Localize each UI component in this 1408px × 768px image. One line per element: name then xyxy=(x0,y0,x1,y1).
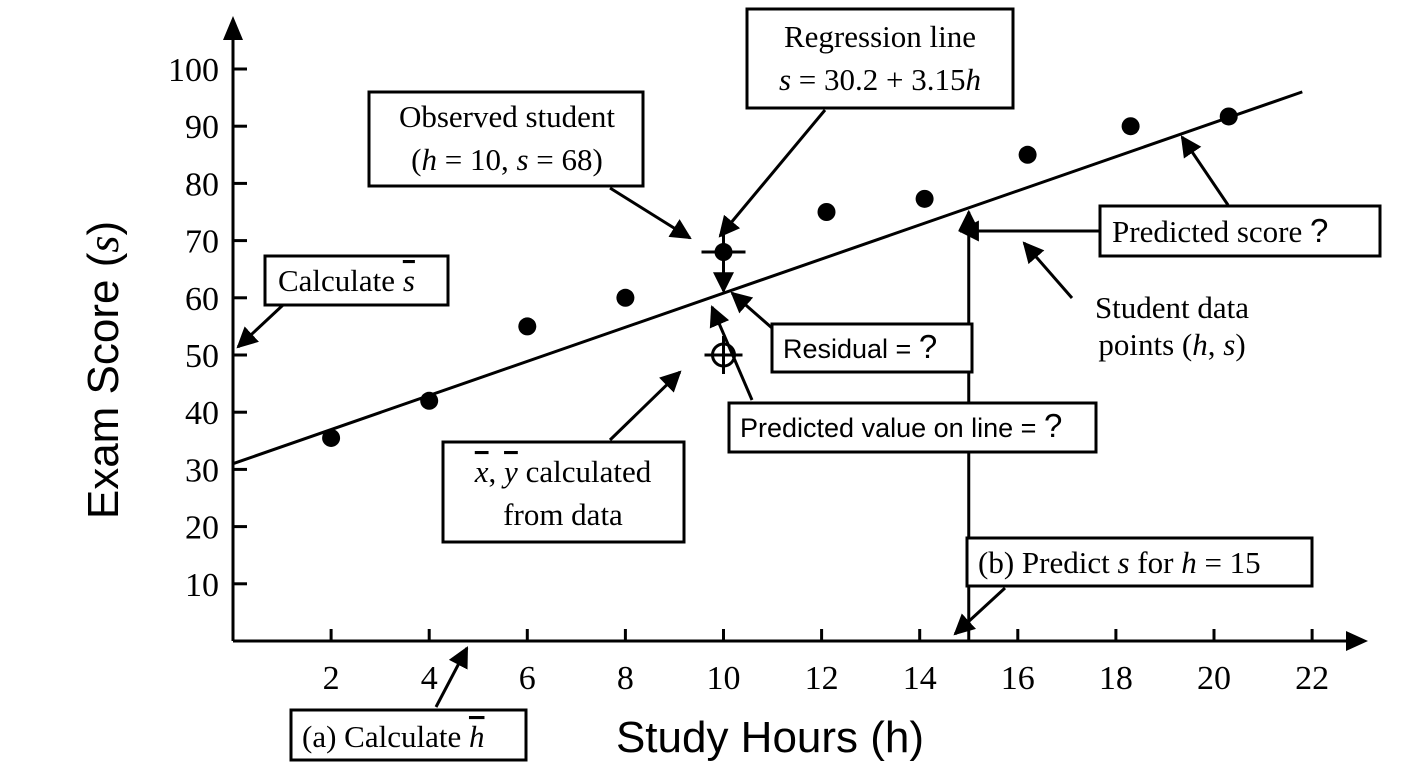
mean-xy-line2: from data xyxy=(503,497,623,532)
data-point xyxy=(714,243,733,262)
observed-values: (h = 10, s = 68) xyxy=(411,142,603,177)
box-calc-h xyxy=(289,708,528,762)
annotation-arrows xyxy=(236,109,1230,708)
y-axis-arrowhead xyxy=(223,16,243,40)
y-ticks: 10 20 30 40 50 60 70 80 90 100 xyxy=(168,52,247,604)
data-point xyxy=(420,391,439,410)
box-regression xyxy=(745,7,1015,110)
box-predicted-score xyxy=(1098,204,1382,258)
y-tick-label: 60 xyxy=(185,281,219,318)
residual-text: Residual = ? xyxy=(783,328,937,365)
arrow-observed xyxy=(609,186,692,240)
y-tick-label: 100 xyxy=(168,52,219,89)
box-observed xyxy=(367,90,645,188)
arrow-calc-h xyxy=(434,646,469,708)
regression-line xyxy=(232,90,1303,466)
student-points-line2: points (h, s) xyxy=(1098,327,1245,362)
y-tick-label: 70 xyxy=(185,224,219,261)
y-tick-label: 50 xyxy=(185,338,219,375)
predicted-value-text: Predicted value on line = ? xyxy=(740,407,1062,444)
box-calc-s xyxy=(263,254,450,307)
predicted-score-text: Predicted score ? xyxy=(1112,212,1328,249)
data-point xyxy=(322,428,341,447)
arrow-mean-xy xyxy=(608,370,682,442)
box-residual xyxy=(770,322,974,374)
y-tick-label: 20 xyxy=(185,510,219,547)
observed-title: Observed student xyxy=(399,99,615,134)
mean-point-marker xyxy=(704,336,743,374)
box-predict-b xyxy=(965,536,1314,588)
arrow-top-point xyxy=(1180,135,1230,206)
x-tick-label: 8 xyxy=(617,660,634,697)
annotation-texts: Regression line s = 30.2 + 3.15h Observe… xyxy=(278,19,1328,754)
calc-h-text: (a) Calculate h xyxy=(302,719,484,754)
x-axis-label: Study Hours (h) xyxy=(616,713,924,762)
regression-title: Regression line xyxy=(784,19,976,54)
y-tick-label: 30 xyxy=(185,452,219,489)
x-tick-label: 22 xyxy=(1295,660,1329,697)
x-tick-label: 4 xyxy=(421,660,438,697)
x-tick-label: 20 xyxy=(1197,660,1231,697)
y-axis-label: Exam Score (s) xyxy=(79,221,128,519)
x-ticks: 2 4 6 8 10 12 14 16 18 20 22 xyxy=(323,629,1329,697)
x-tick-label: 12 xyxy=(805,660,839,697)
box-mean-xy xyxy=(441,440,686,544)
arrow-predicted-value xyxy=(709,305,754,401)
predict-b-text: (b) Predict s for h = 15 xyxy=(978,545,1261,580)
x-tick-label: 6 xyxy=(519,660,536,697)
regression-equation: s = 30.2 + 3.15h xyxy=(779,62,981,97)
data-points xyxy=(322,107,1238,447)
axes xyxy=(223,16,1368,651)
student-points-line1: Student data xyxy=(1095,290,1249,325)
mean-xy-line1: x, y calculated xyxy=(474,454,652,489)
arrow-calc-s xyxy=(236,303,285,349)
y-tick-label: 40 xyxy=(185,395,219,432)
y-tick-label: 10 xyxy=(185,567,219,604)
y-tick-label: 80 xyxy=(185,166,219,203)
arrow-student-points xyxy=(1022,241,1074,299)
data-point xyxy=(1219,107,1238,126)
x-tick-label: 18 xyxy=(1099,660,1133,697)
calc-s-text: Calculate s xyxy=(278,263,415,298)
arrow-predict-b xyxy=(953,586,1007,636)
data-point xyxy=(915,189,934,208)
x-tick-label: 2 xyxy=(323,660,340,697)
x-tick-label: 16 xyxy=(1001,660,1035,697)
data-point xyxy=(616,288,635,307)
arrow-regression xyxy=(718,109,827,238)
annotation-boxes xyxy=(263,7,1382,762)
y-tick-label: 90 xyxy=(185,109,219,146)
data-point xyxy=(817,203,836,221)
box-predicted-value xyxy=(727,401,1098,454)
data-point xyxy=(518,317,537,336)
data-point xyxy=(1121,117,1140,136)
data-point xyxy=(1018,145,1037,164)
x-tick-label: 14 xyxy=(903,660,937,697)
x-tick-label: 10 xyxy=(707,660,741,697)
x-axis-arrowhead xyxy=(1346,631,1368,651)
arrow-residual xyxy=(730,291,773,330)
